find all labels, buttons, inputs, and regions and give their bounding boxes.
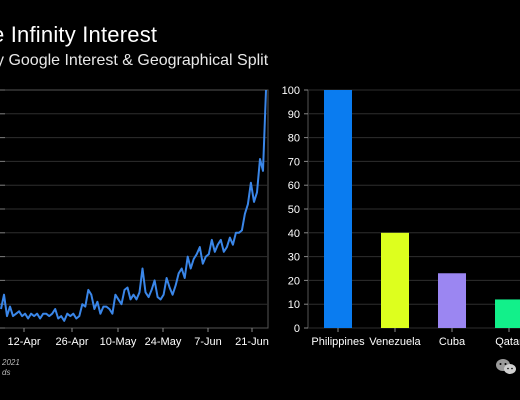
interest-series-line [0, 89, 267, 322]
bar-y-tick-label: 60 [288, 180, 300, 192]
footnote-date: 2021 [2, 358, 20, 367]
bar-y-tick-label: 80 [288, 133, 300, 145]
line-x-tick-label: 24-May [145, 336, 182, 348]
line-x-tick-label: 12-Apr [7, 336, 40, 348]
line-x-tick-label: 10-May [100, 336, 137, 348]
bar-y-tick-label: 40 [288, 228, 300, 240]
bar-philippines [324, 90, 352, 328]
bar-y-tick-label: 50 [288, 204, 300, 216]
bar-venezuela [381, 232, 409, 328]
bar-category-label: Qatar [495, 336, 520, 348]
bar-y-tick-label: 20 [288, 275, 300, 287]
line-x-tick-label: 26-Apr [55, 336, 88, 348]
bar-category-label: Venezuela [369, 336, 421, 348]
bar-category-label: Cuba [439, 336, 466, 348]
bar-y-tick-label: 30 [288, 252, 300, 264]
bar-y-tick-label: 90 [288, 109, 300, 121]
interest-line-chart: 12-Apr 26-Apr 10-May 24-May 7-Jun 21-Jun [0, 89, 269, 348]
chart-title: e Infinity Interest [0, 22, 158, 47]
bar-category-label: Philippines [311, 336, 365, 348]
footnote-source: ds [2, 368, 11, 377]
bar-qatar [495, 299, 520, 328]
wechat-icon [496, 359, 516, 374]
line-x-tick-label: 21-Jun [235, 336, 269, 348]
geographic-bar-chart: 0 10 20 30 40 50 60 70 80 90 100 Philippines Venezue… [282, 85, 520, 348]
bar-y-tick-label: 100 [282, 85, 300, 97]
bar-cuba [438, 273, 466, 328]
bar-y-tick-label: 10 [288, 299, 300, 311]
chart-subtitle: y Google Interest & Geographical Split [0, 52, 269, 69]
bar-y-tick-label: 70 [288, 156, 300, 168]
bar-y-tick-label: 0 [294, 323, 300, 335]
line-x-tick-label: 7-Jun [194, 336, 222, 348]
